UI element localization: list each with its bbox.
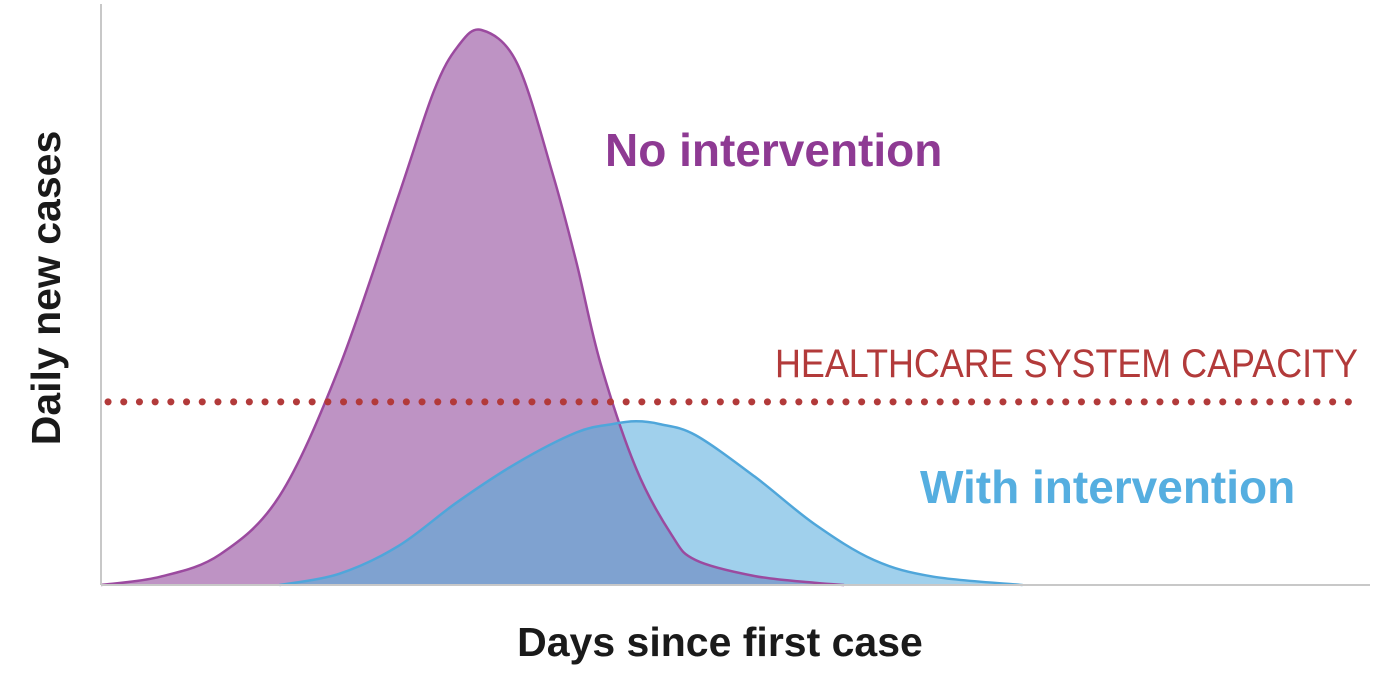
x-axis-label: Days since first case xyxy=(517,619,923,665)
series-label-with-intervention: With intervention xyxy=(920,461,1295,513)
series-area-no-intervention xyxy=(101,29,845,586)
y-axis-label: Daily new cases xyxy=(23,131,69,446)
series-label-no-intervention: No intervention xyxy=(605,124,942,176)
capacity-label: HEALTHCARE SYSTEM CAPACITY xyxy=(775,342,1358,386)
series-line-no-intervention xyxy=(100,28,845,587)
series-line-with-intervention xyxy=(279,420,1023,587)
